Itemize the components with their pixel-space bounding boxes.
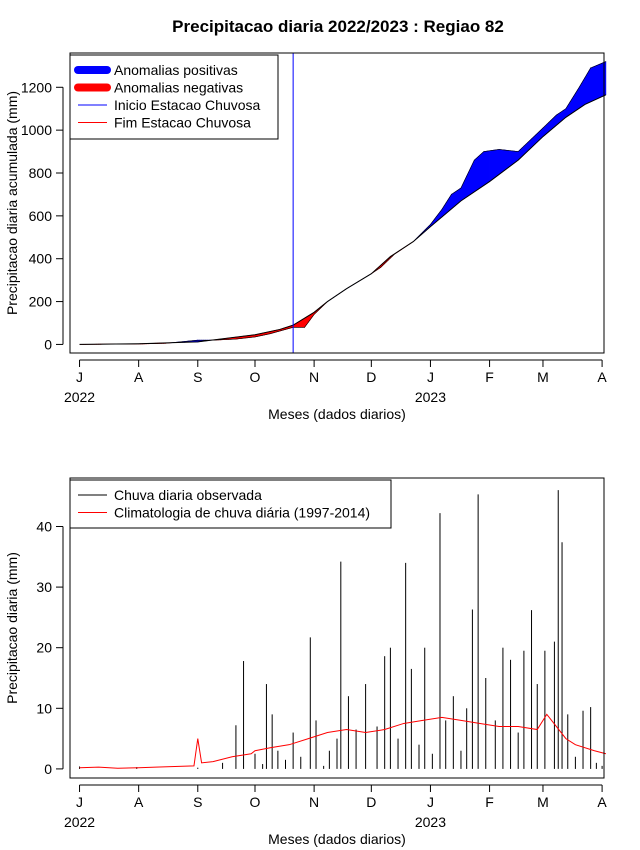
top-y-tick-label: 1200 xyxy=(21,79,52,95)
legend-label-0: Chuva diaria observada xyxy=(114,487,262,503)
top-x-tick-label: A xyxy=(134,369,144,385)
y-axis-label-top: Precipitacao diaria acumulada (mm) xyxy=(4,91,20,315)
top-x-tick-label: O xyxy=(250,369,261,385)
legend-top: Anomalias positivas Anomalias negativasIn… xyxy=(69,54,279,140)
legend-label-0: Anomalias positivas xyxy=(114,62,238,78)
bottom-x-tick-label: A xyxy=(597,794,607,810)
bottom-x-tick-label: J xyxy=(76,794,83,810)
bottom-y-tick-label: 0 xyxy=(44,761,52,777)
top-x-tick-label: N xyxy=(309,369,319,385)
bottom-x-tick-label: A xyxy=(134,794,144,810)
plot-frame-bottom xyxy=(69,477,605,779)
top-x-tick-label: A xyxy=(597,369,607,385)
legend-bottom: Chuva diaria observada Climatologia de ch… xyxy=(69,479,392,529)
bottom-x-tick-label: D xyxy=(366,794,376,810)
x-axis-label-top: Meses (dados diarios) xyxy=(268,406,406,422)
bottom-x-tick-label: S xyxy=(193,794,202,810)
cumulative-chart: 0 200 400 600 800 1000 1200 J A S O N D J F M A 2022 2023… xyxy=(4,52,607,422)
legend-label-3: Fim Estacao Chuvosa xyxy=(114,115,251,131)
legend-label-1: Climatologia de chuva diária (1997-2014) xyxy=(114,505,370,521)
top-x-tick-label: D xyxy=(366,369,376,385)
bottom-x-tick-label: M xyxy=(537,794,549,810)
top-y-tick-label: 1000 xyxy=(21,122,52,138)
top-x-tick-label: J xyxy=(76,369,83,385)
bottom-x-tick-label: F xyxy=(485,794,494,810)
top-y-tick-label: 600 xyxy=(29,208,53,224)
y-axis-label-bottom: Precipitacao diaria (mm) xyxy=(4,552,20,704)
top-year-label: 2023 xyxy=(415,389,446,405)
y-axis-bottom: 0 10 20 30 40 xyxy=(36,518,64,777)
top-y-tick-label: 200 xyxy=(29,294,53,310)
bottom-x-tick-label: N xyxy=(309,794,319,810)
bottom-year-label: 2022 xyxy=(64,814,95,830)
x-axis-top: J A S O N D J F M A 2022 2023 xyxy=(64,359,607,405)
top-x-tick-label: J xyxy=(427,369,434,385)
observed-daily-bars xyxy=(79,490,603,769)
figure-title: Precipitacao diaria 2022/2023 : Regiao 8… xyxy=(172,17,504,36)
climatology-daily-line xyxy=(79,713,607,769)
x-axis-label-bottom: Meses (dados diarios) xyxy=(268,831,406,847)
bottom-y-tick-label: 30 xyxy=(36,579,52,595)
bottom-x-tick-label: J xyxy=(427,794,434,810)
top-y-tick-label: 400 xyxy=(29,251,53,267)
daily-chart: 0 10 20 30 40 J A S O N D J F M A 2022 2023 Precipitaca… xyxy=(4,477,607,847)
bottom-x-tick-label: O xyxy=(250,794,261,810)
bottom-y-tick-label: 10 xyxy=(36,700,52,716)
climatology-cumulative-line xyxy=(79,94,607,345)
top-x-tick-label: M xyxy=(537,369,549,385)
top-x-tick-label: S xyxy=(193,369,202,385)
plot-frame-top xyxy=(69,52,605,354)
x-axis-bottom: J A S O N D J F M A 2022 2023 xyxy=(64,784,607,830)
top-year-label: 2022 xyxy=(64,389,95,405)
bottom-year-label: 2023 xyxy=(415,814,446,830)
bottom-y-tick-label: 40 xyxy=(36,518,52,534)
bottom-y-tick-label: 20 xyxy=(36,640,52,656)
top-y-tick-label: 0 xyxy=(44,336,52,352)
legend-label-2: Inicio Estacao Chuvosa xyxy=(114,97,261,113)
top-y-tick-label: 800 xyxy=(29,165,53,181)
legend-label-1: Anomalias negativas xyxy=(114,80,243,96)
top-x-tick-label: F xyxy=(485,369,494,385)
y-axis-top: 0 200 400 600 800 1000 1200 xyxy=(21,79,64,352)
